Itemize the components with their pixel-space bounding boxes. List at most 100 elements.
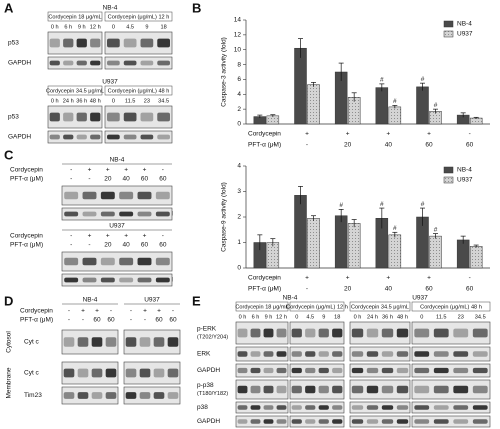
blot-band <box>107 38 120 48</box>
legend-swatch <box>443 30 454 38</box>
blot-band <box>472 405 488 410</box>
blot-band <box>332 419 343 424</box>
block-header: Cordycepin 18 μg/mL <box>235 304 288 310</box>
panel-label: C <box>4 147 14 162</box>
significance-mark: # <box>380 77 384 84</box>
blot-band <box>63 392 75 399</box>
legend-label: U937 <box>457 31 473 38</box>
cell-line: NB-4 <box>283 295 298 302</box>
blot-band <box>453 367 469 374</box>
blot-band <box>291 367 302 374</box>
blot-band <box>276 405 287 410</box>
blot <box>289 379 345 400</box>
condition-value: - <box>273 142 275 149</box>
header-box <box>235 301 289 312</box>
blot-band <box>332 405 343 410</box>
blot-band <box>263 385 274 394</box>
blot-band <box>305 351 316 357</box>
blot-band <box>472 385 488 394</box>
blot <box>47 130 103 144</box>
blot-band <box>90 60 101 66</box>
blot-band <box>291 405 302 410</box>
blot-band <box>263 405 274 410</box>
fraction-label: Membrane <box>6 367 13 398</box>
lane-label: 36 h <box>76 98 87 104</box>
blot-band <box>381 351 394 357</box>
blot-band <box>100 191 115 200</box>
condition-value: + <box>106 233 110 240</box>
blot <box>235 321 289 345</box>
blot <box>61 273 173 287</box>
blot-band <box>107 134 120 140</box>
header-box <box>47 85 103 96</box>
blot-band <box>157 134 170 140</box>
condition-value: - <box>70 167 72 174</box>
blot-band <box>155 191 170 200</box>
blot-band <box>64 211 79 217</box>
blot <box>47 56 103 70</box>
blot <box>411 379 491 400</box>
condition-value: + <box>124 233 128 240</box>
condition-value: - <box>88 176 90 183</box>
blot <box>349 363 411 378</box>
blot-band <box>433 385 449 394</box>
blot-band <box>453 351 469 357</box>
blot-band <box>305 385 316 394</box>
blot <box>61 329 119 355</box>
condition-value: 60 <box>425 142 433 149</box>
blot-band <box>291 351 302 357</box>
blot-band <box>396 405 409 410</box>
lane-label: 0 <box>112 98 115 104</box>
lane-label: 48 h <box>90 98 101 104</box>
blot <box>61 361 119 385</box>
blot <box>47 31 103 55</box>
bar <box>388 106 402 125</box>
blot-band <box>433 351 449 357</box>
condition-value: 20 <box>344 142 352 149</box>
condition-value: - <box>172 308 174 315</box>
y-tick-label: 0 <box>237 121 241 128</box>
blot-band <box>63 337 75 347</box>
lane-label: 18 <box>334 314 340 320</box>
blot <box>289 401 345 414</box>
blot-band <box>318 405 329 410</box>
lane-label: 0 <box>420 314 423 320</box>
lane-label: 0 h <box>354 314 362 320</box>
bar <box>388 234 402 269</box>
blot-band <box>351 328 364 338</box>
bar <box>416 86 429 125</box>
condition-value: - <box>162 233 164 240</box>
legend-swatch <box>443 20 454 28</box>
blot-band <box>250 367 261 374</box>
blot-band <box>263 367 274 374</box>
blot-band <box>237 351 248 357</box>
blot-band <box>107 112 120 122</box>
blot-band <box>64 257 79 266</box>
blot-band <box>237 419 248 424</box>
blot-band <box>366 419 379 424</box>
blot-band <box>237 328 248 338</box>
blot-band <box>119 191 134 200</box>
condition-value: 60 <box>107 317 115 324</box>
significance-mark: # <box>393 98 397 105</box>
blot <box>289 321 345 345</box>
block-header: Cordycepin (μg/mL) 12 h <box>286 304 348 310</box>
blot-band <box>82 277 97 283</box>
y-tick-label: 0 <box>237 265 241 272</box>
condition-value: + <box>386 275 390 282</box>
bar <box>266 115 280 125</box>
panel-label: E <box>192 293 201 308</box>
lane-label: 23 <box>458 314 464 320</box>
blot-band <box>453 328 469 338</box>
blot-band <box>291 385 302 394</box>
lane-label: 6 h <box>64 24 72 30</box>
blot-band <box>63 368 75 378</box>
condition-value: + <box>143 233 147 240</box>
blot-band <box>351 405 364 410</box>
condition-value: 20 <box>344 286 352 293</box>
blot <box>235 401 289 414</box>
blot-band <box>76 60 87 66</box>
blot-band <box>77 392 89 399</box>
block-header: Cordycepin (μg/mL) 48 h <box>420 304 482 310</box>
condition-value: - <box>70 176 72 183</box>
